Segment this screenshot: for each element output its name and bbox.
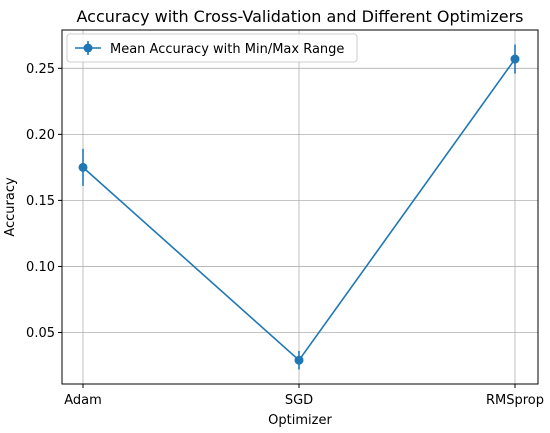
y-tick-label: 0.15 [26,194,55,209]
chart-title: Accuracy with Cross-Validation and Diffe… [77,7,524,26]
x-axis-label: Optimizer [268,413,332,428]
x-ticks: Adam SGD RMSprop [64,384,544,408]
x-tick-label: Adam [64,393,102,408]
data-point [294,355,304,365]
y-axis-label: Accuracy [3,177,18,237]
y-tick-label: 0.10 [26,260,55,275]
data-point [78,162,88,172]
legend-box [66,33,358,63]
legend: Mean Accuracy with Min/Max Range [66,33,358,63]
legend-marker [83,43,93,53]
grid [62,30,538,384]
x-tick-label: RMSprop [486,393,544,408]
y-tick-label: 0.20 [26,128,55,143]
series [78,44,520,370]
legend-label: Mean Accuracy with Min/Max Range [110,42,344,57]
data-point [510,54,520,64]
y-tick-label: 0.25 [26,62,55,77]
y-ticks: 0.05 0.10 0.15 0.20 0.25 [26,62,62,341]
x-tick-label: SGD [285,393,313,408]
y-tick-label: 0.05 [26,326,55,341]
plot-frame [61,29,539,385]
